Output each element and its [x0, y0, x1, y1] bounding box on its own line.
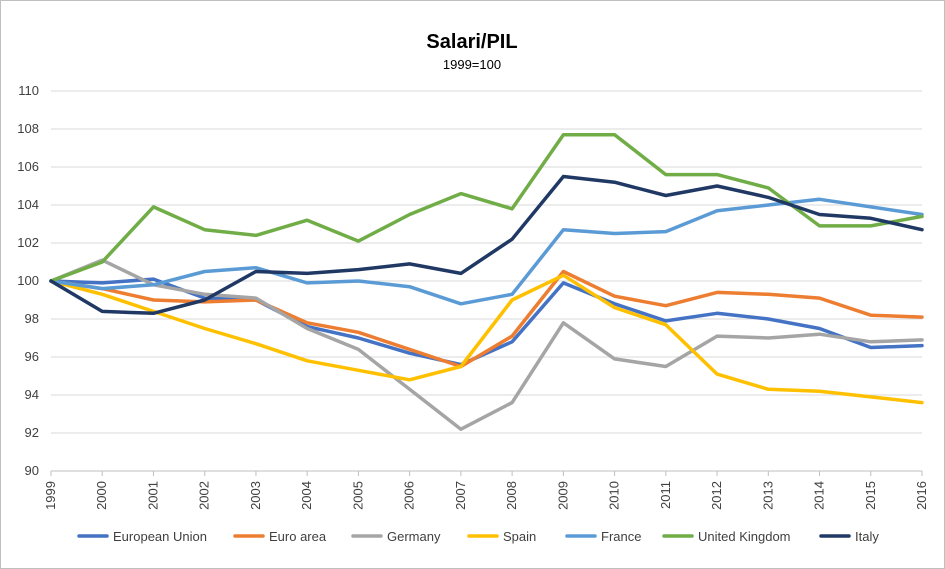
y-tick-label: 104: [17, 197, 39, 212]
series-line-germany: [49, 258, 924, 431]
legend-label-france: France: [601, 529, 641, 544]
series-line-france: [49, 197, 924, 306]
y-tick-label: 102: [17, 235, 39, 250]
x-tick-label: 2008: [504, 481, 519, 510]
x-tick-label: 2009: [555, 481, 570, 510]
y-tick-label: 94: [25, 387, 39, 402]
x-tick-label: 2010: [607, 481, 622, 510]
series-lines: [49, 132, 924, 431]
gridlines: [51, 90, 922, 434]
y-tick-label: 96: [25, 349, 39, 364]
x-tick-label: 2016: [914, 481, 929, 510]
chart-title: Salari/PIL: [426, 31, 517, 53]
legend-label-spain: Spain: [503, 529, 536, 544]
legend-label-italy: Italy: [855, 529, 879, 544]
x-tick-label: 2002: [197, 481, 212, 510]
x-tick-label: 2003: [248, 481, 263, 510]
x-tick-label: 2000: [94, 481, 109, 510]
x-tick-label: 1999: [43, 481, 58, 510]
x-tick-label: 2005: [350, 481, 365, 510]
chart-subtitle: 1999=100: [443, 57, 501, 72]
x-tick-label: 2004: [299, 481, 314, 510]
series-line-spain: [49, 273, 924, 405]
legend-label-euro-area: Euro area: [269, 529, 327, 544]
x-tick-label: 2013: [760, 481, 775, 510]
x-tick-label: 2012: [709, 481, 724, 510]
x-tick-label: 2011: [658, 481, 673, 509]
y-tick-label: 110: [18, 83, 39, 98]
y-tick-label: 108: [17, 121, 39, 136]
legend-label-germany: Germany: [387, 529, 441, 544]
series-line-italy: [49, 174, 924, 316]
x-tick-label: 2001: [145, 481, 160, 510]
x-tick-label: 2015: [863, 481, 878, 510]
y-tick-label: 90: [25, 463, 39, 478]
y-tick-label: 100: [17, 273, 39, 288]
legend-label-united-kingdom: United Kingdom: [698, 529, 791, 544]
legend-label-european-union: European Union: [113, 529, 207, 544]
x-tick-label: 2007: [453, 481, 468, 510]
y-tick-label: 92: [25, 425, 39, 440]
y-tick-label: 106: [17, 159, 39, 174]
x-tick-label: 2014: [812, 481, 827, 510]
x-tick-label: 2006: [402, 481, 417, 510]
axes: 90 92 94 96 98 100 102 104 106 108 110 1999 2000 2001…: [17, 83, 929, 510]
legend: European Union Euro area Germany Spain Franc…: [77, 529, 879, 544]
y-tick-label: 98: [25, 311, 39, 326]
series-line-united-kingdom: [49, 132, 924, 283]
